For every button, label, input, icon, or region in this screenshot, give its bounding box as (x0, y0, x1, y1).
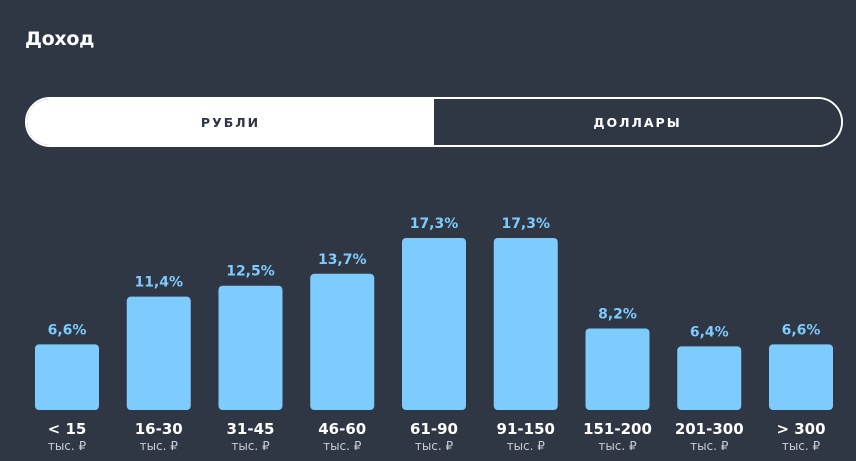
category-label: 201-300 (675, 420, 744, 438)
category-unit-label: тыс. ₽ (415, 439, 454, 453)
bar (218, 285, 283, 410)
data-label: 17,3% (501, 216, 550, 232)
data-label: 6,4% (690, 324, 729, 340)
category-unit-label: тыс. ₽ (140, 439, 179, 453)
bar (493, 238, 558, 410)
category-label: 151-200 (583, 420, 652, 438)
data-label: 12,5% (226, 264, 275, 280)
data-label: 6,6% (782, 322, 821, 338)
category-label: > 300 (776, 420, 825, 438)
data-label: 6,6% (48, 322, 87, 338)
category-unit-label: тыс. ₽ (231, 439, 270, 453)
category-label: 16-30 (135, 420, 183, 438)
category-unit-label: тыс. ₽ (782, 439, 821, 453)
data-label: 13,7% (318, 252, 367, 268)
category-unit-label: тыс. ₽ (323, 439, 362, 453)
category-unit-label: тыс. ₽ (48, 439, 87, 453)
bar (769, 344, 833, 410)
data-label: 8,2% (598, 306, 637, 322)
toggle-option-dollars[interactable]: ДОЛЛАРЫ (434, 99, 841, 145)
category-label: 46-60 (318, 420, 366, 438)
category-label: 61-90 (410, 420, 458, 438)
bar (310, 273, 375, 410)
bar (35, 344, 99, 410)
category-unit-label: тыс. ₽ (690, 439, 729, 453)
category-unit-label: тыс. ₽ (507, 439, 546, 453)
bar (677, 346, 742, 410)
bar (585, 328, 650, 410)
category-label: 31-45 (227, 420, 275, 438)
category-label: < 15 (48, 420, 87, 438)
page-title: Доход (25, 28, 95, 50)
category-unit-label: тыс. ₽ (598, 439, 637, 453)
bar (126, 296, 191, 410)
category-label: 91-150 (497, 420, 555, 438)
currency-toggle[interactable]: РУБЛИ ДОЛЛАРЫ (25, 97, 843, 147)
bar (402, 238, 466, 410)
data-label: 17,3% (410, 216, 459, 232)
toggle-option-rubles[interactable]: РУБЛИ (27, 99, 434, 145)
data-label: 11,4% (134, 275, 183, 291)
